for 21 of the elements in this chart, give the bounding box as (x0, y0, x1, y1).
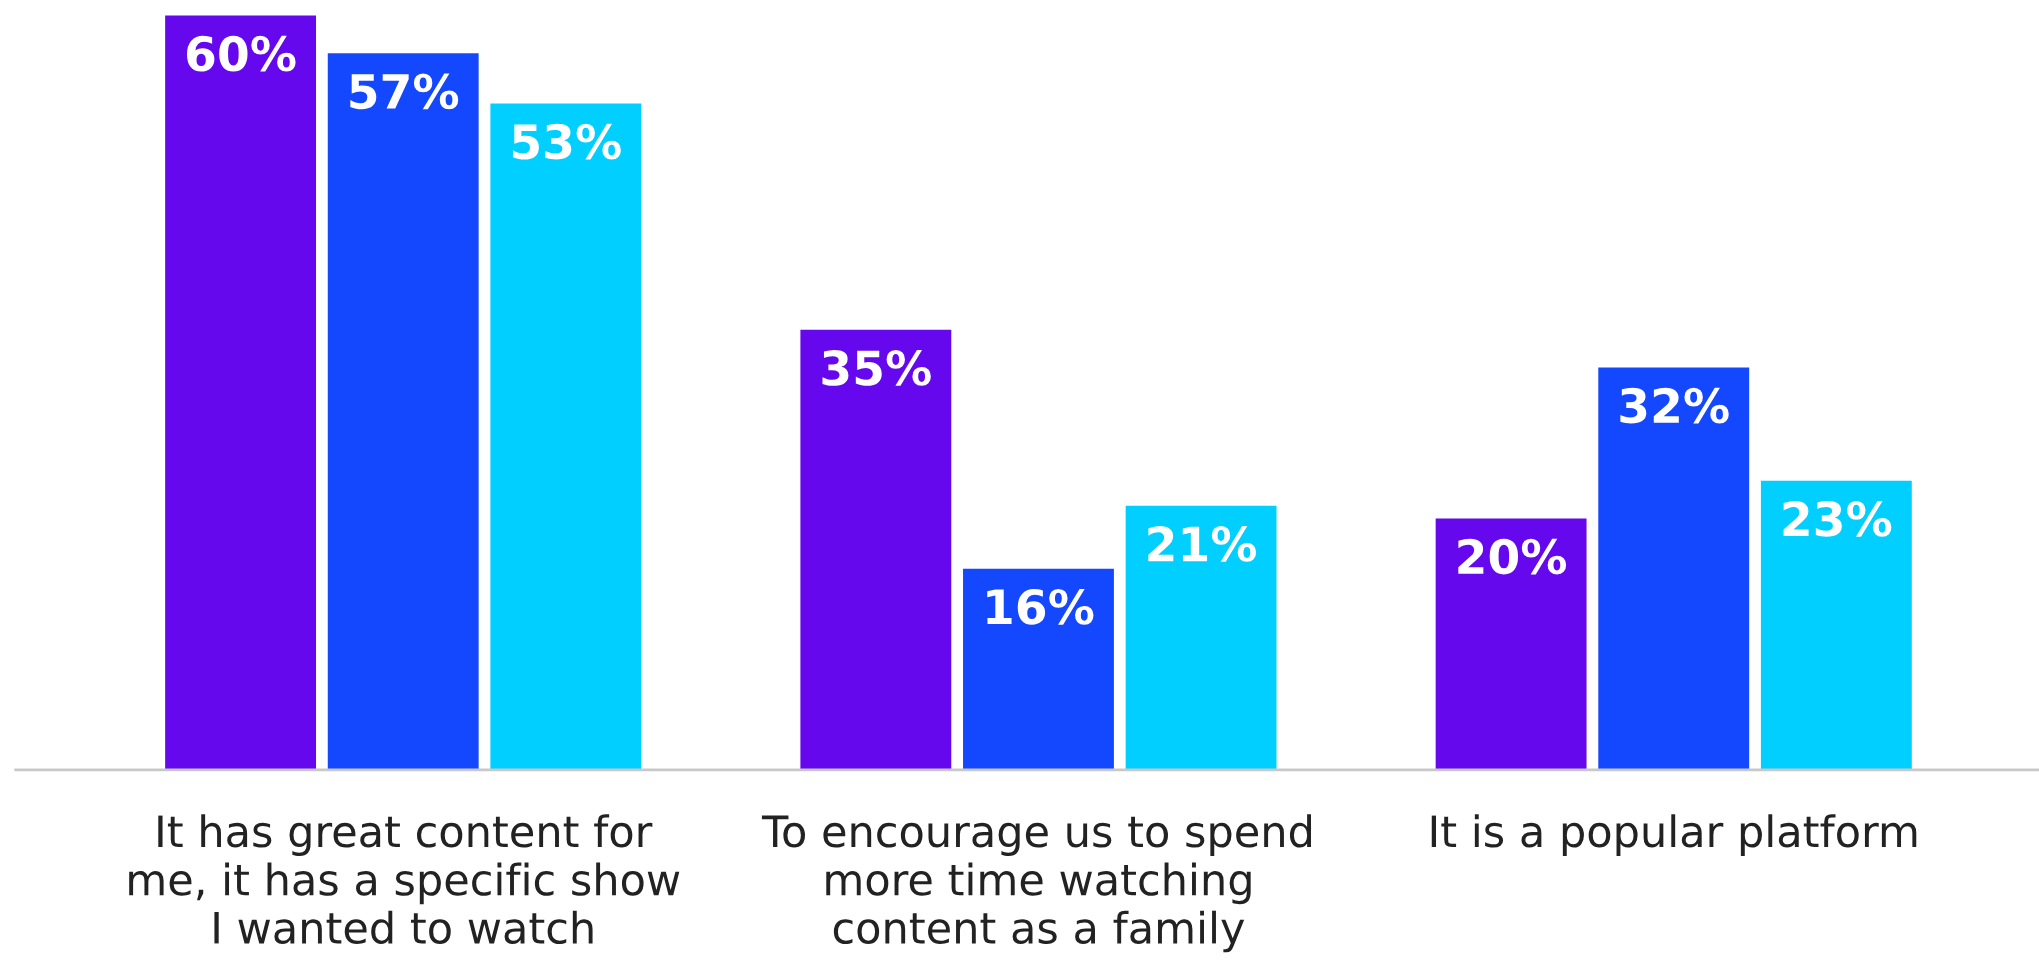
x-tick-label: To encourage us to spend more time watching content as a family (761, 814, 1311, 953)
data-label: 16% (987, 588, 1094, 625)
bar (327, 53, 479, 770)
bar (800, 329, 952, 770)
data-label: 21% (1148, 526, 1257, 562)
x-tick-label: It has great content for me, it has a specific show I wanted to watch (129, 814, 680, 945)
data-label: 23% (1783, 500, 1892, 537)
bar (1125, 505, 1277, 770)
bar (1435, 518, 1587, 770)
bar (1598, 367, 1750, 770)
data-label: 35% (822, 350, 931, 386)
data-label: 32% (1620, 387, 1729, 424)
bar (490, 103, 642, 770)
data-label: 53% (512, 123, 621, 160)
data-label: 57% (350, 73, 459, 110)
bar (165, 15, 317, 770)
data-label: 60% (187, 35, 296, 72)
bar (1760, 480, 1912, 770)
bar (963, 568, 1114, 770)
data-label: 20% (1458, 538, 1567, 575)
x-tick-label: It is a popular platform (1431, 814, 1917, 856)
